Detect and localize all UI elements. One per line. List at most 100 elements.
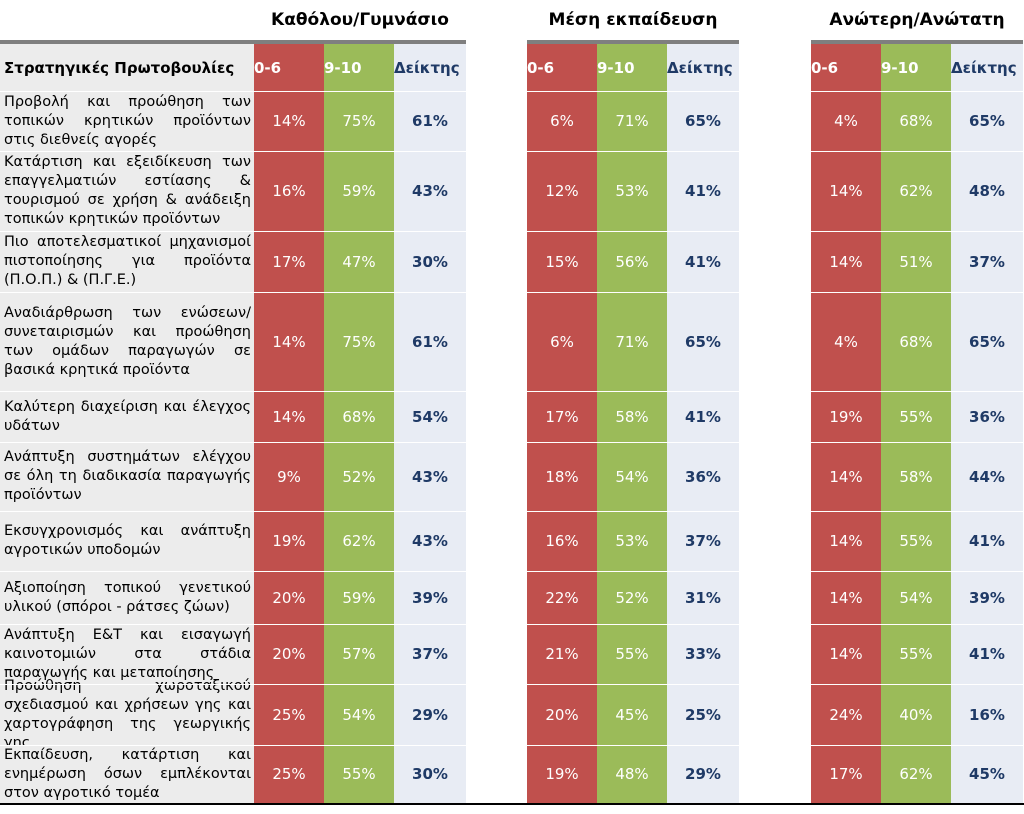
value-r2-g1-c2: 59% <box>324 151 394 231</box>
row-label-11: Εκπαίδευση, κατάρτιση και ενημέρωση όσων… <box>0 745 254 803</box>
value-r8-g2-c3: 31% <box>667 571 739 624</box>
row-separator <box>0 511 1024 512</box>
row-label-8: Αξιοποίηση τοπικού γενετικού υλικού (σπό… <box>0 571 254 624</box>
value-r3-g3-c2: 51% <box>881 231 951 292</box>
row-separator <box>0 684 1024 685</box>
value-r1-g3-c1: 4% <box>811 91 881 151</box>
row-label-7: Εκσυγχρονισμός και ανάπτυξη αγροτικών υπ… <box>0 511 254 571</box>
row-label-text: Προβολή και προώθηση των τοπικών κρητικώ… <box>4 93 251 148</box>
value-r8-g3-c3: 39% <box>951 571 1023 624</box>
row-separator <box>0 442 1024 443</box>
value-r2-g2-c1: 12% <box>527 151 597 231</box>
header-2-Δείκτης: Δείκτης <box>667 44 739 91</box>
row-label-5: Καλύτερη διαχείριση και έλεγχος υδάτων <box>0 391 254 442</box>
header-2-9-10: 9-10 <box>597 44 667 91</box>
value-r11-g2-c1: 19% <box>527 745 597 803</box>
value-r1-g3-c3: 65% <box>951 91 1023 151</box>
value-r10-g3-c3: 16% <box>951 684 1023 745</box>
value-r2-g3-c3: 48% <box>951 151 1023 231</box>
row-separator <box>0 624 1024 625</box>
value-r4-g3-c1: 4% <box>811 292 881 391</box>
value-r6-g3-c2: 58% <box>881 442 951 511</box>
value-r5-g1-c3: 54% <box>394 391 466 442</box>
value-r6-g3-c3: 44% <box>951 442 1023 511</box>
row-label-6: Ανάπτυξη συστημάτων ελέγχου σε όλη τη δι… <box>0 442 254 511</box>
row-separator <box>0 571 1024 572</box>
row-separator <box>0 231 1024 232</box>
row-label-text: Αξιοποίηση τοπικού γενετικού υλικού (σπό… <box>4 579 251 615</box>
header-row-label: Στρατηγικές Πρωτοβουλίες <box>0 44 254 91</box>
value-r10-g2-c2: 45% <box>597 684 667 745</box>
value-r9-g3-c1: 14% <box>811 624 881 684</box>
value-r3-g1-c1: 17% <box>254 231 324 292</box>
value-r5-g3-c3: 36% <box>951 391 1023 442</box>
value-r11-g3-c3: 45% <box>951 745 1023 803</box>
value-r7-g2-c1: 16% <box>527 511 597 571</box>
value-r11-g3-c2: 62% <box>881 745 951 803</box>
value-r1-g1-c3: 61% <box>394 91 466 151</box>
value-r5-g2-c2: 58% <box>597 391 667 442</box>
value-r11-g1-c2: 55% <box>324 745 394 803</box>
row-label-text: Εκπαίδευση, κατάρτιση και ενημέρωση όσων… <box>4 746 251 801</box>
row-separator <box>0 745 1024 746</box>
value-r3-g1-c3: 30% <box>394 231 466 292</box>
value-r7-g3-c2: 55% <box>881 511 951 571</box>
value-r1-g2-c1: 6% <box>527 91 597 151</box>
value-r8-g3-c1: 14% <box>811 571 881 624</box>
group-top-border-3 <box>811 40 1023 44</box>
header-2-0-6: 0-6 <box>527 44 597 91</box>
value-r7-g1-c1: 19% <box>254 511 324 571</box>
value-r11-g1-c3: 30% <box>394 745 466 803</box>
value-r7-g2-c2: 53% <box>597 511 667 571</box>
value-r6-g2-c2: 54% <box>597 442 667 511</box>
row-label-1: Προβολή και προώθηση των τοπικών κρητικώ… <box>0 91 254 151</box>
value-r4-g2-c1: 6% <box>527 292 597 391</box>
group-title-1: Καθόλου/Γυμνάσιο <box>271 10 449 30</box>
row-label-text: Ανάπτυξη συστημάτων ελέγχου σε όλη τη δι… <box>4 449 251 503</box>
value-r1-g1-c1: 14% <box>254 91 324 151</box>
value-r3-g2-c1: 15% <box>527 231 597 292</box>
value-r3-g3-c1: 14% <box>811 231 881 292</box>
value-r5-g3-c1: 19% <box>811 391 881 442</box>
header-1-9-10: 9-10 <box>324 44 394 91</box>
row-label-10: Προώθηση χωροταξικού σχεδιασμού και χρήσ… <box>0 678 254 751</box>
value-r4-g3-c2: 68% <box>881 292 951 391</box>
value-r7-g1-c3: 43% <box>394 511 466 571</box>
row-label-text: Προώθηση χωροταξικού σχεδιασμού και χρήσ… <box>4 677 251 751</box>
value-r2-g2-c2: 53% <box>597 151 667 231</box>
value-r7-g3-c3: 41% <box>951 511 1023 571</box>
value-r7-g1-c2: 62% <box>324 511 394 571</box>
value-r9-g1-c2: 57% <box>324 624 394 684</box>
value-r11-g1-c1: 25% <box>254 745 324 803</box>
group-top-border-1 <box>0 40 466 44</box>
value-r10-g2-c3: 25% <box>667 684 739 745</box>
value-r4-g1-c1: 14% <box>254 292 324 391</box>
value-r4-g2-c2: 71% <box>597 292 667 391</box>
value-r3-g1-c2: 47% <box>324 231 394 292</box>
group-top-border-2 <box>527 40 739 44</box>
value-r8-g3-c2: 54% <box>881 571 951 624</box>
value-r6-g2-c3: 36% <box>667 442 739 511</box>
row-separator <box>0 151 1024 152</box>
value-r2-g2-c3: 41% <box>667 151 739 231</box>
value-r9-g2-c3: 33% <box>667 624 739 684</box>
value-r5-g1-c2: 68% <box>324 391 394 442</box>
value-r2-g3-c1: 14% <box>811 151 881 231</box>
header-1-Δείκτης: Δείκτης <box>394 44 466 91</box>
value-r7-g3-c1: 14% <box>811 511 881 571</box>
row-label-2: Κατάρτιση και εξειδίκευση των επαγγελματ… <box>0 151 254 231</box>
value-r8-g1-c2: 59% <box>324 571 394 624</box>
value-r6-g2-c1: 18% <box>527 442 597 511</box>
value-r3-g2-c2: 56% <box>597 231 667 292</box>
header-3-0-6: 0-6 <box>811 44 881 91</box>
value-r4-g2-c3: 65% <box>667 292 739 391</box>
value-r9-g2-c2: 55% <box>597 624 667 684</box>
group-title-3: Ανώτερη/Ανώτατη <box>829 10 1005 30</box>
value-r4-g1-c2: 75% <box>324 292 394 391</box>
value-r9-g3-c3: 41% <box>951 624 1023 684</box>
value-r6-g1-c2: 52% <box>324 442 394 511</box>
value-r4-g3-c3: 65% <box>951 292 1023 391</box>
value-r10-g3-c2: 40% <box>881 684 951 745</box>
row-separator <box>0 91 1024 92</box>
value-r4-g1-c3: 61% <box>394 292 466 391</box>
